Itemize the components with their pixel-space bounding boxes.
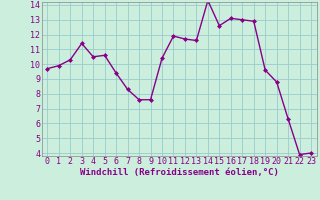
X-axis label: Windchill (Refroidissement éolien,°C): Windchill (Refroidissement éolien,°C) — [80, 168, 279, 177]
